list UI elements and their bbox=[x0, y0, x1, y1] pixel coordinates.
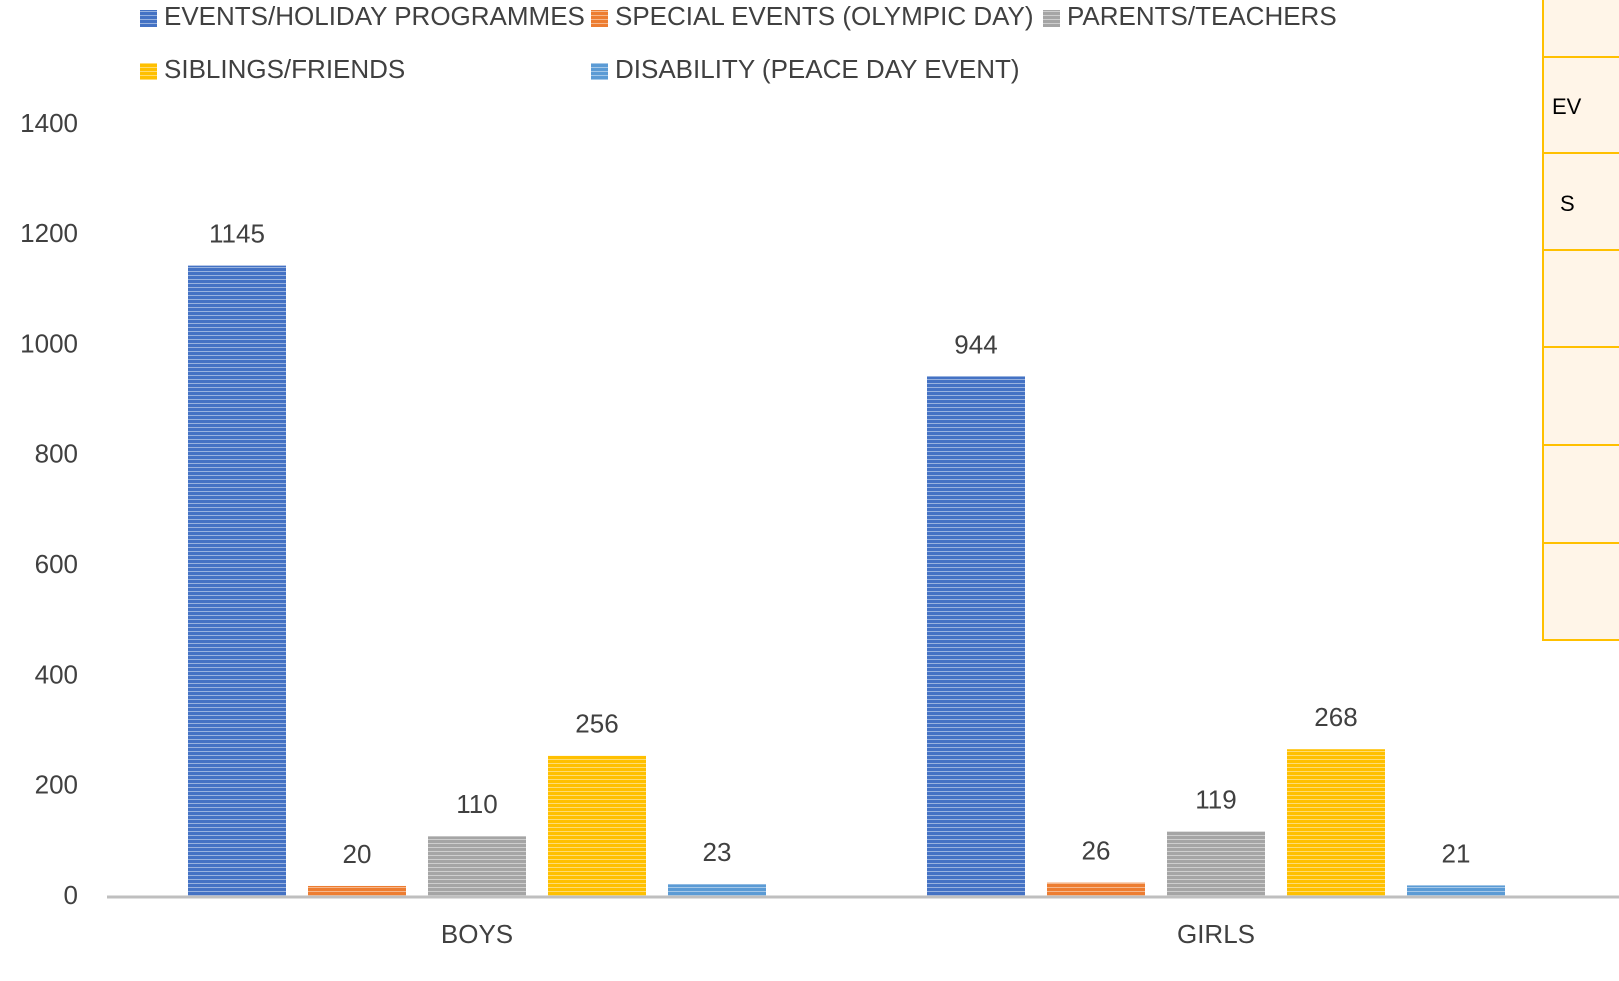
y-tick-label: 200 bbox=[35, 770, 78, 800]
bar bbox=[1167, 831, 1265, 897]
bar bbox=[927, 376, 1025, 897]
bar bbox=[1047, 882, 1145, 897]
legend-label: DISABILITY (PEACE DAY EVENT) bbox=[615, 54, 1020, 84]
data-label: 1145 bbox=[209, 218, 265, 248]
legend-swatch bbox=[591, 10, 608, 27]
bar bbox=[1287, 749, 1385, 897]
legend-label: EVENTS/HOLIDAY PROGRAMMES bbox=[164, 1, 585, 31]
y-tick-label: 1200 bbox=[20, 218, 78, 248]
bar bbox=[308, 885, 406, 897]
legend-swatch bbox=[1043, 10, 1060, 27]
x-tick-label: BOYS bbox=[441, 919, 513, 949]
table-cell: S bbox=[1560, 191, 1575, 216]
bar bbox=[668, 884, 766, 897]
data-label: 119 bbox=[1195, 784, 1236, 814]
y-tick-label: 800 bbox=[35, 439, 78, 469]
x-tick-label: GIRLS bbox=[1177, 919, 1255, 949]
y-tick-label: 400 bbox=[35, 659, 78, 689]
legend-label: SPECIAL EVENTS (OLYMPIC DAY) bbox=[615, 1, 1034, 31]
data-label: 21 bbox=[1442, 838, 1471, 868]
side-table: EV S bbox=[1542, 0, 1619, 641]
data-label: 256 bbox=[575, 709, 618, 739]
data-label: 20 bbox=[343, 839, 372, 869]
bar bbox=[1407, 885, 1505, 897]
table-cell: EV bbox=[1552, 94, 1582, 119]
legend-label: PARENTS/TEACHERS bbox=[1067, 1, 1337, 31]
legend-swatch bbox=[140, 10, 157, 27]
y-tick-label: 0 bbox=[64, 880, 78, 910]
data-label: 23 bbox=[703, 837, 732, 867]
y-tick-label: 1000 bbox=[20, 328, 78, 358]
data-label: 268 bbox=[1314, 702, 1357, 732]
data-label: 944 bbox=[954, 329, 997, 359]
bar bbox=[428, 836, 526, 897]
legend-swatch bbox=[591, 63, 608, 80]
bar bbox=[188, 265, 286, 898]
table-frame bbox=[1542, 0, 1619, 641]
y-tick-label: 600 bbox=[35, 549, 78, 579]
bar bbox=[548, 755, 646, 897]
legend-swatch bbox=[140, 63, 157, 80]
data-label: 26 bbox=[1082, 836, 1111, 866]
data-label: 110 bbox=[456, 789, 497, 819]
y-tick-label: 1400 bbox=[20, 108, 78, 138]
legend-label: SIBLINGS/FRIENDS bbox=[164, 54, 405, 84]
